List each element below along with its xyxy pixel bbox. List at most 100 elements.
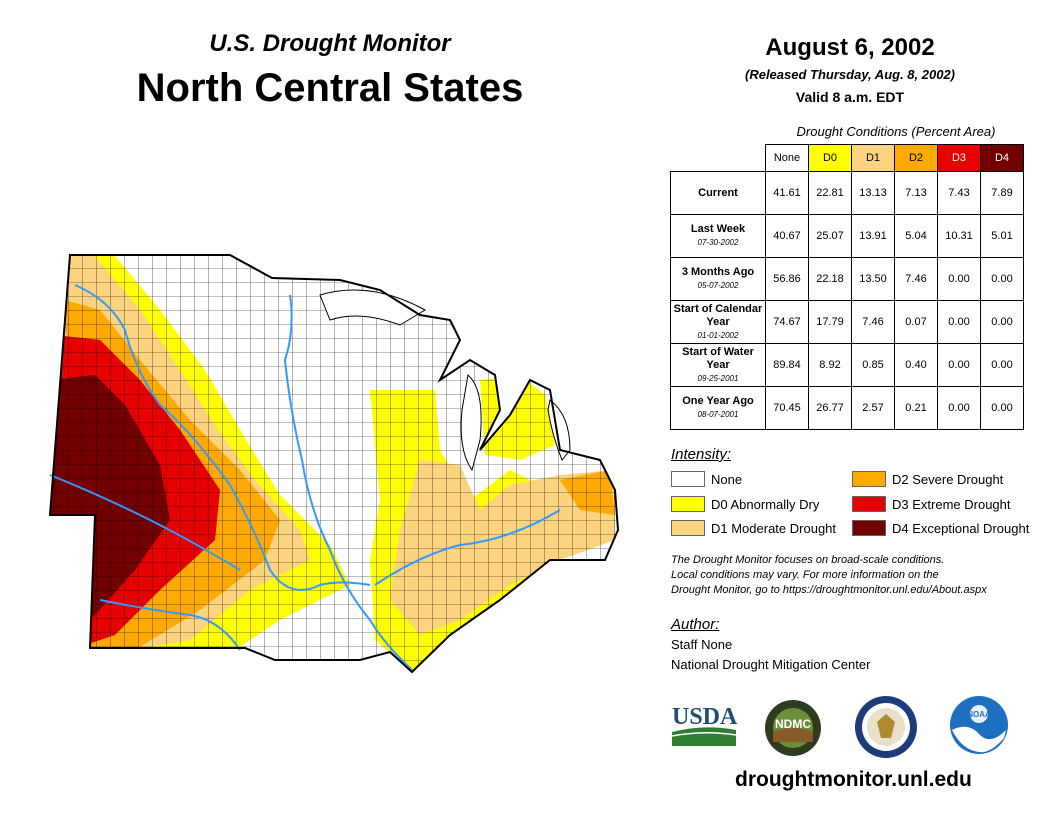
cell: 10.31 [937,214,981,258]
cell: 0.00 [937,300,981,344]
cell: 0.00 [937,257,981,301]
col-d1: D1 [851,144,895,172]
legend-item-none: None [671,471,742,487]
legend-item-d2: D2 Severe Drought [852,471,1003,487]
doc-seal-logo [855,696,917,758]
valid-time: Valid 8 a.m. EDT [795,89,905,105]
legend-swatch [852,496,886,512]
row-label: Start of Water Year 09-25-2001 [670,343,766,387]
row-label: Start of Calendar Year 01-01-2002 [670,300,766,344]
website-link[interactable]: droughtmonitor.unl.edu [735,768,972,791]
cell: 41.61 [765,171,809,215]
col-none: None [765,144,809,172]
row-label: 3 Months Ago 05-07-2002 [670,257,766,301]
cell: 40.67 [765,214,809,258]
header-blank [671,145,766,172]
author-title: Author: [671,616,720,633]
ohio-river [374,509,561,586]
cell: 22.18 [808,257,852,301]
cell: 13.50 [851,257,895,301]
cell: 13.91 [851,214,895,258]
legend-swatch [852,471,886,487]
release-note: (Released Thursday, Aug. 8, 2002) [745,67,955,82]
col-d2: D2 [894,144,938,172]
usda-logo-text: USDA [672,704,738,730]
cell: 25.07 [808,214,852,258]
cell: 7.46 [851,300,895,344]
disclaimer-line: Local conditions may vary. For more info… [671,569,939,581]
cell: 89.84 [765,343,809,387]
cell: 0.00 [937,343,981,387]
noaa-logo-text: NOAA [967,710,991,719]
row-label: Current [670,171,766,215]
legend-item-d1: D1 Moderate Drought [671,520,836,536]
legend-item-d3: D3 Extreme Drought [852,496,1011,512]
ndmc-logo: NDMC [765,700,821,756]
table-row: Start of Water Year 09-25-2001 89.84 8.92… [670,343,1024,387]
legend-swatch [671,471,705,487]
author-org: National Drought Mitigation Center [671,657,871,672]
author-name: Staff None [671,637,733,652]
table-row: Start of Calendar Year 01-01-2002 74.67 1… [670,300,1024,344]
legend-item-d4: D4 Exceptional Drought [852,520,1029,536]
disclaimer-line: Drought Monitor, go to https://droughtmo… [671,584,987,596]
table-row: 3 Months Ago 05-07-2002 56.86 22.18 13.50… [670,257,1024,301]
cell: 0.21 [894,386,938,430]
legend-swatch [671,520,705,536]
cell: 8.92 [808,343,852,387]
region-outline [48,254,620,674]
missouri-river [74,284,371,591]
cell: 0.00 [937,386,981,430]
disclaimer: The Drought Monitor focuses on broad-sca… [671,553,1041,598]
noaa-logo: NOAA [950,696,1008,754]
cell: 5.01 [980,214,1024,258]
cell: 7.13 [894,171,938,215]
row-label: Last Week 07-30-2002 [670,214,766,258]
table-header-row: None D0 D1 D2 D3 D4 [671,144,1024,172]
col-d3: D3 [937,144,981,172]
cell: 7.46 [894,257,938,301]
mississippi-river [283,294,413,671]
col-d0: D0 [808,144,852,172]
cell: 0.00 [980,257,1024,301]
map-title: North Central States [136,66,524,110]
cell: 17.79 [808,300,852,344]
table-row: One Year Ago 08-07-2001 70.45 26.77 2.57 … [670,386,1024,430]
cell: 0.07 [894,300,938,344]
cell: 74.67 [765,300,809,344]
col-d4: D4 [980,144,1024,172]
legend-item-d0: D0 Abnormally Dry [671,496,819,512]
legend-swatch [852,520,886,536]
cell: 0.00 [980,343,1024,387]
cell: 70.45 [765,386,809,430]
legend-title: Intensity: [671,446,732,463]
lake-superior [319,289,427,326]
cell: 22.81 [808,171,852,215]
cell: 26.77 [808,386,852,430]
cell: 0.00 [980,386,1024,430]
cell: 7.43 [937,171,981,215]
super-title: U.S. Drought Monitor [209,30,451,57]
map-date: August 6, 2002 [765,34,935,61]
cell: 0.40 [894,343,938,387]
usda-logo: USDA [671,704,738,746]
disclaimer-line: The Drought Monitor focuses on broad-sca… [671,554,945,566]
row-label: One Year Ago 08-07-2001 [670,386,766,430]
cell: 0.85 [851,343,895,387]
kansas-river [99,599,241,651]
cell: 0.00 [980,300,1024,344]
table-caption: Drought Conditions (Percent Area) [796,124,996,139]
cell: 56.86 [765,257,809,301]
cell: 5.04 [894,214,938,258]
drought-map [48,254,620,674]
cell: 2.57 [851,386,895,430]
cell: 13.13 [851,171,895,215]
cell: 7.89 [980,171,1024,215]
table-row: Last Week 07-30-2002 40.67 25.07 13.91 5.… [670,214,1024,258]
table-row: Current 41.61 22.81 13.13 7.13 7.43 7.89 [670,171,1024,215]
legend-swatch [671,496,705,512]
platte-river [49,474,241,571]
drought-stats-table: None D0 D1 D2 D3 D4 Current 41.61 22.81 … [670,144,1024,430]
lake-michigan [460,374,482,472]
ndmc-logo-text: NDMC [775,717,811,731]
